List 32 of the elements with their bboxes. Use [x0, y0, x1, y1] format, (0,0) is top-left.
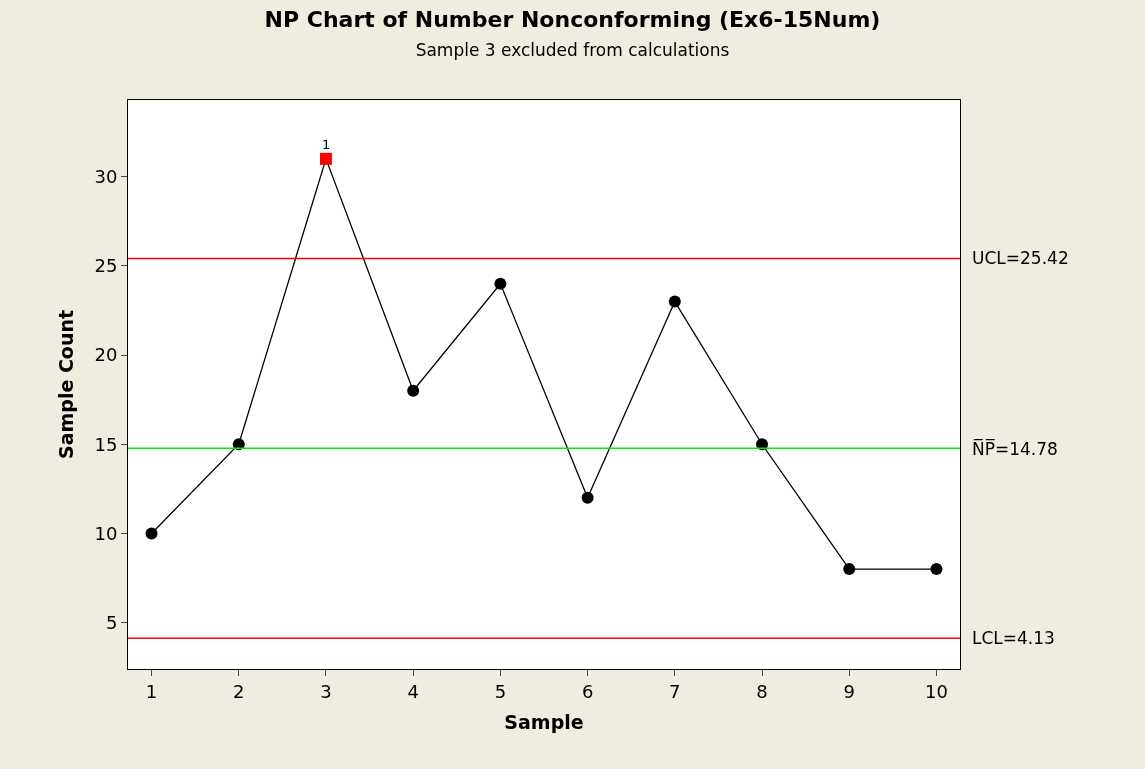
- x-tick-label: 10: [925, 680, 948, 702]
- y-tick-label: 30: [94, 166, 118, 187]
- x-tick-label: 1: [145, 680, 158, 702]
- x-tick-label: 3: [320, 680, 332, 702]
- x-tick-label: 7: [669, 680, 681, 702]
- ref-line-label: LCL=4.13: [972, 628, 1055, 648]
- x-tick-label: 5: [494, 680, 507, 702]
- point: [668, 295, 681, 308]
- x-tick-label: 4: [407, 680, 419, 702]
- chart-subtitle: Sample 3 excluded from calculations: [415, 39, 730, 60]
- annotation: 1: [322, 137, 331, 152]
- chart-title: NP Chart of Number Nonconforming (Ex6-15Num): [264, 6, 881, 32]
- point: [494, 277, 507, 290]
- point: [581, 491, 594, 504]
- point: [145, 527, 158, 540]
- x-tick-label: 6: [581, 680, 594, 702]
- y-tick-label: 20: [94, 344, 118, 366]
- x-tick-label: 8: [756, 680, 768, 702]
- ref-line-label: N̅P̅=14.78: [972, 438, 1058, 460]
- y-tick-label: 15: [94, 433, 118, 455]
- x-axis-title: Sample: [504, 711, 584, 734]
- y-tick-label: 5: [105, 611, 118, 633]
- point: [843, 563, 856, 576]
- x-tick-label: 9: [843, 680, 855, 702]
- point: [930, 563, 943, 576]
- y-tick-label: 25: [94, 255, 118, 277]
- y-axis-title: Sample Count: [55, 309, 78, 460]
- x-tick-label: 2: [233, 680, 245, 702]
- point: [407, 384, 420, 397]
- point: [319, 152, 332, 165]
- y-tick-label: 10: [94, 522, 118, 544]
- ref-line-label: UCL=25.42: [972, 248, 1069, 268]
